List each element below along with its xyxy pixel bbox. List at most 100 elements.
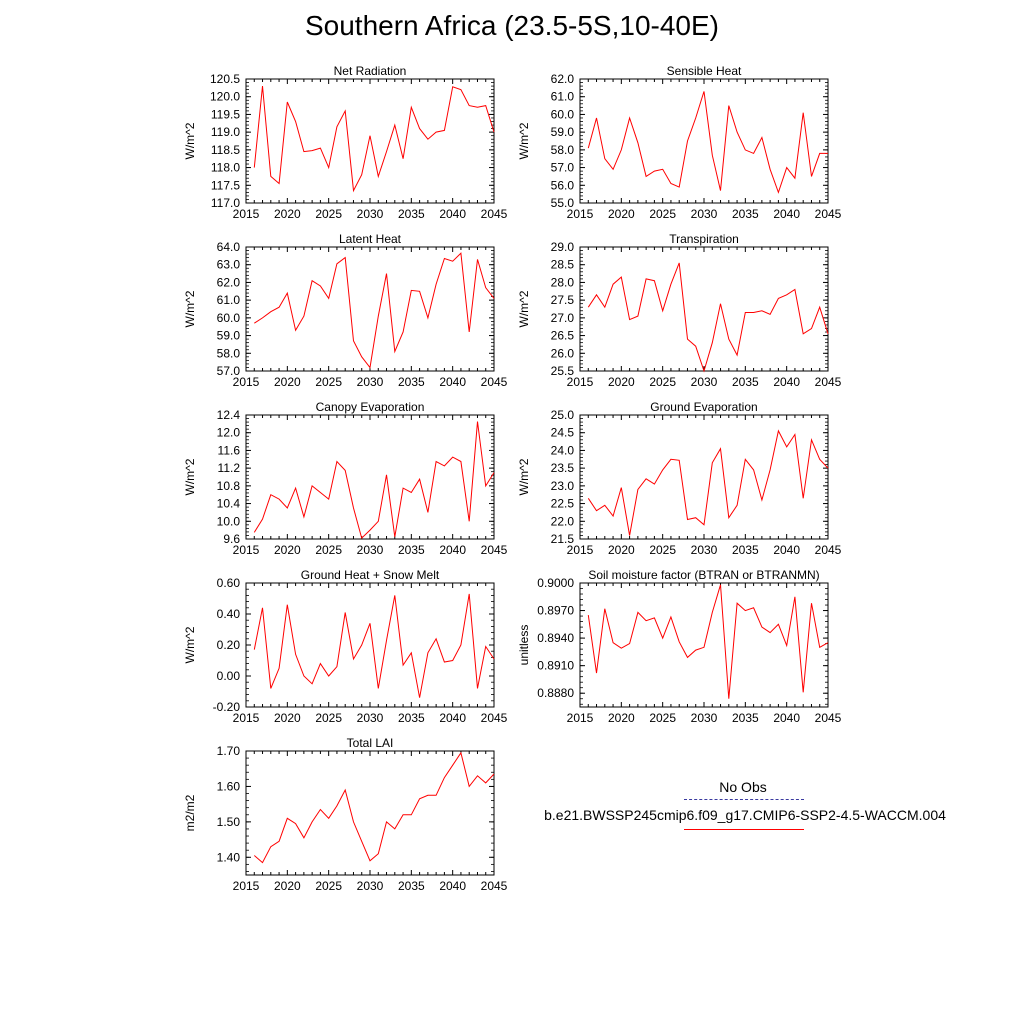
- y-tick-label: 60.0: [551, 107, 575, 121]
- x-tick-label: 2040: [439, 879, 466, 893]
- x-tick-label: 2030: [357, 375, 384, 389]
- page-title: Southern Africa (23.5-5S,10-40E): [304, 10, 719, 41]
- y-tick-label: 117.0: [211, 196, 240, 210]
- y-tick-label: 0.00: [217, 669, 241, 683]
- y-tick-label: 58.0: [217, 346, 241, 360]
- x-tick-label: 2020: [274, 879, 301, 893]
- legend-obs-label: No Obs: [719, 779, 767, 795]
- x-tick-label: 2030: [357, 543, 384, 557]
- y-tick-label: 56.0: [551, 178, 575, 192]
- x-tick-label: 2030: [357, 711, 384, 725]
- x-tick-label: 2040: [773, 207, 800, 221]
- x-tick-label: 2030: [357, 879, 384, 893]
- x-tick-label: 2015: [567, 711, 594, 725]
- x-tick-label: 2025: [315, 543, 342, 557]
- x-tick-label: 2045: [815, 543, 842, 557]
- legend-case-label: b.e21.BWSSP245cmip6.f09_g17.CMIP6-SSP2-4…: [544, 807, 946, 823]
- x-tick-label: 2025: [315, 711, 342, 725]
- x-tick-label: 2015: [567, 207, 594, 221]
- y-tick-label: 63.0: [217, 258, 241, 272]
- y-tick-label: 58.0: [551, 143, 575, 157]
- panel-9: Total LAI m2/m2 2015 2020 2025 2030 2035 2040 20…: [183, 736, 508, 893]
- y-tick-label: 120.0: [210, 90, 240, 104]
- plot-frame: [245, 750, 495, 876]
- x-tick-label: 2015: [567, 543, 594, 557]
- y-tick-label: 118.5: [211, 143, 240, 157]
- y-tick-label: 120.5: [210, 72, 240, 86]
- x-tick-label: 2015: [233, 375, 260, 389]
- panel-8: Soil moisture factor (BTRAN or BTRANMN) u…: [517, 568, 842, 725]
- y-tick-label: 0.40: [217, 607, 241, 621]
- series-line: [587, 429, 829, 536]
- y-tick-label: 1.70: [217, 744, 241, 758]
- y-tick-label: 118.0: [211, 161, 240, 175]
- y-axis-label: W/m^2: [517, 458, 531, 495]
- x-tick-label: 2030: [691, 711, 718, 725]
- plot-frame: [579, 414, 829, 540]
- panel-5: Canopy Evaporation W/m^2 2015 2020 2025 2030 2…: [183, 400, 508, 557]
- y-tick-label: 1.50: [217, 815, 241, 829]
- y-axis-label: W/m^2: [517, 122, 531, 159]
- x-tick-label: 2045: [815, 711, 842, 725]
- x-tick-label: 2030: [691, 375, 718, 389]
- x-tick-label: 2020: [608, 711, 635, 725]
- x-tick-label: 2035: [398, 711, 425, 725]
- panel-6: Ground Evaporation W/m^2 2015 2020 2025 2030 2…: [517, 400, 842, 557]
- y-tick-label: 57.0: [217, 364, 241, 378]
- x-tick-label: 2045: [481, 879, 508, 893]
- x-tick-label: 2020: [274, 543, 301, 557]
- x-tick-label: 2040: [439, 207, 466, 221]
- x-tick-label: 2020: [274, 375, 301, 389]
- x-tick-label: 2035: [398, 207, 425, 221]
- y-tick-label: 59.0: [217, 329, 241, 343]
- x-tick-label: 2035: [732, 375, 759, 389]
- plot-frame: [245, 582, 495, 708]
- series-line: [253, 421, 495, 540]
- y-tick-label: 27.0: [551, 311, 575, 325]
- x-tick-label: 2020: [608, 207, 635, 221]
- x-tick-label: 2025: [649, 207, 676, 221]
- y-tick-label: 62.0: [551, 72, 575, 86]
- x-tick-label: 2025: [315, 207, 342, 221]
- x-tick-label: 2025: [315, 375, 342, 389]
- y-tick-label: 1.40: [217, 850, 241, 864]
- y-tick-label: 11.2: [218, 461, 241, 475]
- x-tick-label: 2015: [567, 375, 594, 389]
- y-tick-label: 26.5: [551, 329, 575, 343]
- y-axis-label: m2/m2: [183, 794, 197, 831]
- y-axis-label: W/m^2: [183, 290, 197, 327]
- x-tick-label: 2035: [732, 543, 759, 557]
- x-tick-label: 2040: [773, 543, 800, 557]
- y-axis-label: unitless: [517, 625, 531, 666]
- x-tick-label: 2025: [649, 711, 676, 725]
- y-tick-label: 25.5: [551, 364, 575, 378]
- y-tick-label: 26.0: [551, 346, 575, 360]
- panel-3: Latent Heat W/m^2 2015 2020 2025 2030 2035 2040…: [183, 232, 508, 389]
- x-tick-label: 2045: [815, 207, 842, 221]
- panel-title: Canopy Evaporation: [316, 400, 425, 414]
- y-axis-label: W/m^2: [183, 458, 197, 495]
- x-tick-label: 2040: [439, 543, 466, 557]
- x-tick-label: 2035: [732, 711, 759, 725]
- x-tick-label: 2015: [233, 711, 260, 725]
- x-tick-label: 2020: [608, 543, 635, 557]
- x-tick-label: 2020: [608, 375, 635, 389]
- y-tick-label: 25.0: [551, 408, 575, 422]
- y-tick-label: 61.0: [551, 90, 575, 104]
- plot-frame: [245, 414, 495, 540]
- series-line: [253, 593, 495, 698]
- y-tick-label: 61.0: [217, 293, 241, 307]
- y-tick-label: 10.4: [217, 497, 241, 511]
- panel-title: Ground Heat + Snow Melt: [301, 568, 440, 582]
- legend-obs-line: [684, 799, 804, 800]
- panel-title: Sensible Heat: [667, 64, 742, 78]
- y-tick-label: 29.0: [551, 240, 575, 254]
- x-tick-label: 2040: [439, 375, 466, 389]
- x-tick-label: 2030: [691, 207, 718, 221]
- series-line: [587, 91, 828, 194]
- x-tick-label: 2015: [233, 543, 260, 557]
- panel-title: Ground Evaporation: [650, 400, 757, 414]
- x-tick-label: 2020: [274, 711, 301, 725]
- panel-title: Soil moisture factor (BTRAN or BTRANMN): [588, 568, 819, 582]
- x-tick-label: 2025: [649, 543, 676, 557]
